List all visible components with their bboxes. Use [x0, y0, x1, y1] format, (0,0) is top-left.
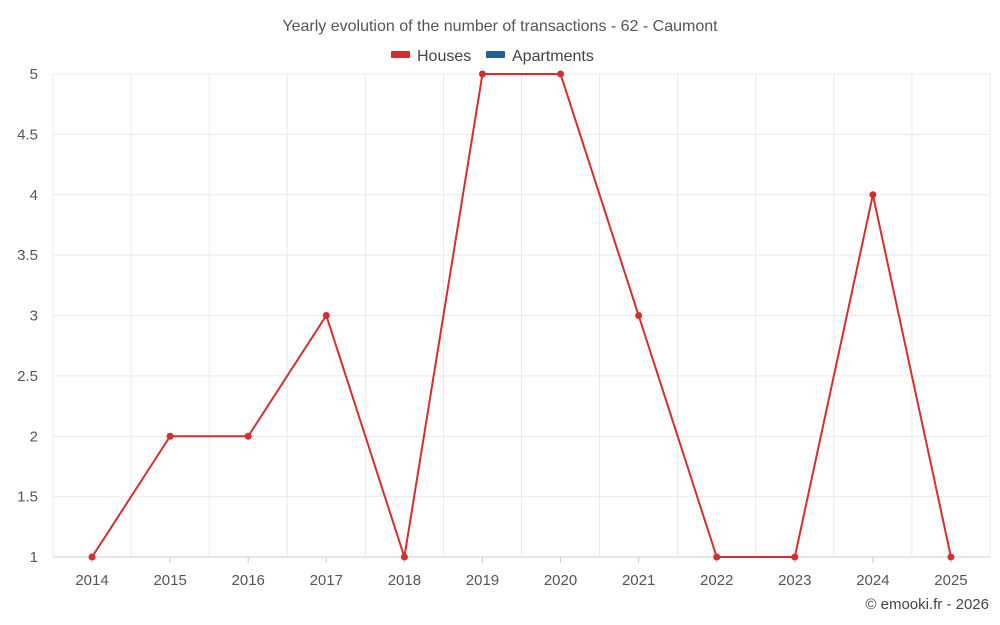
data-point-houses[interactable]: [166, 432, 174, 440]
legend-swatch-apartments: [486, 51, 505, 58]
x-tick-label: 2015: [153, 572, 186, 589]
data-point-houses[interactable]: [88, 553, 96, 561]
series-line-houses: [91, 73, 952, 558]
axes: 1 1.5 2 2.5 3 3.5 4 4.5 5 2014 2015 2016 2017 2018 201…: [17, 66, 968, 589]
y-tick-label: 2.5: [17, 368, 38, 385]
y-tick-label: 2: [30, 428, 38, 445]
data-point-houses[interactable]: [557, 70, 565, 78]
chart-title: Yearly evolution of the number of transa…: [282, 18, 718, 35]
y-tick-label: 5: [30, 66, 38, 83]
legend-label-apartments: Apartments: [512, 48, 594, 65]
legend-swatch-houses: [391, 51, 410, 58]
data-point-houses[interactable]: [400, 553, 408, 561]
x-tick-label: 2018: [388, 572, 421, 589]
x-tick-label: 2021: [622, 572, 655, 589]
x-tick-label: 2017: [310, 572, 343, 589]
credit-text: © emooki.fr - 2026: [865, 596, 989, 613]
x-tick-label: 2022: [700, 572, 733, 589]
x-tick-label: 2019: [466, 572, 499, 589]
legend-item-apartments[interactable]: Apartments: [486, 48, 594, 65]
data-point-houses[interactable]: [635, 312, 643, 319]
data-point-houses[interactable]: [713, 553, 721, 561]
y-tick-label: 4: [30, 187, 38, 204]
data-point-houses[interactable]: [244, 432, 252, 440]
data-point-houses[interactable]: [791, 553, 799, 561]
x-tick-label: 2014: [75, 572, 108, 589]
y-tick-label: 1.5: [17, 489, 38, 506]
legend: Houses Apartments: [391, 48, 594, 65]
x-tick-label: 2020: [544, 572, 577, 589]
grid: [52, 73, 991, 558]
x-tick-label: 2024: [856, 572, 889, 589]
y-tick-label: 1: [30, 549, 38, 566]
y-tick-label: 3.5: [17, 247, 38, 264]
y-tick-label: 4.5: [17, 126, 38, 143]
legend-label-houses: Houses: [417, 48, 471, 65]
x-tick-label: 2025: [934, 572, 967, 589]
data-point-houses[interactable]: [478, 70, 486, 78]
data-point-houses[interactable]: [947, 553, 955, 561]
y-tick-label: 3: [30, 308, 38, 325]
x-tick-label: 2023: [778, 572, 811, 589]
series: [88, 70, 955, 561]
data-point-houses[interactable]: [322, 312, 330, 319]
legend-item-houses[interactable]: Houses: [391, 48, 471, 65]
x-tick-label: 2016: [232, 572, 265, 589]
data-point-houses[interactable]: [869, 191, 877, 199]
